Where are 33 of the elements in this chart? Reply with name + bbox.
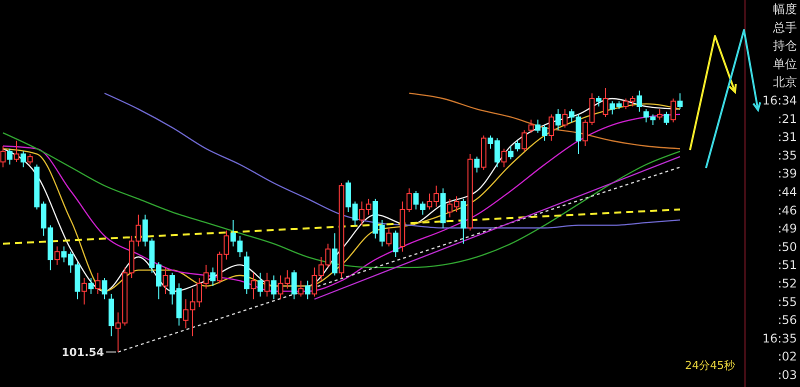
text: :46 (778, 203, 797, 218)
text: 北京 (773, 75, 797, 90)
text: :50 (778, 240, 797, 254)
candlestick (162, 267, 168, 294)
candlestick (82, 278, 87, 305)
text: :44 (778, 185, 797, 199)
text: 总手 (772, 20, 797, 34)
text: 16:35 (762, 331, 797, 346)
text: :51 (778, 258, 797, 272)
text: 持仓 (773, 38, 797, 53)
text: :49 (778, 222, 797, 236)
candlestick (474, 156, 480, 173)
text: :21 (778, 112, 797, 126)
text: :02 (778, 350, 797, 364)
text: 单位 (773, 56, 797, 71)
text: :55 (778, 294, 797, 309)
text: 幅度 (773, 2, 797, 16)
candlestick (210, 267, 216, 286)
text: 24分45秒 (685, 359, 735, 372)
text: :35 (778, 148, 797, 162)
text: 16:34 (762, 94, 797, 108)
candlestick (636, 90, 642, 112)
candlestick (508, 146, 514, 160)
annotation: 101.54 (62, 346, 104, 359)
candlestick (522, 130, 527, 152)
candlestick (88, 278, 94, 294)
text: :31 (778, 130, 797, 144)
text: :39 (778, 166, 797, 181)
candlestick (528, 119, 534, 134)
candlestick (244, 251, 250, 294)
text: :52 (778, 276, 797, 290)
text: :56 (778, 313, 797, 328)
text: :03 (778, 368, 797, 382)
